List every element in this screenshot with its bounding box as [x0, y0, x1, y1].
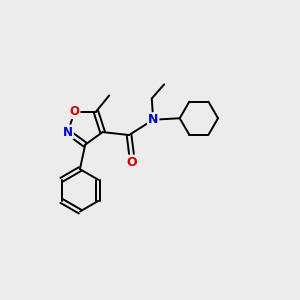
Text: O: O [127, 156, 137, 169]
Text: N: N [63, 126, 73, 139]
Text: O: O [70, 105, 80, 118]
Text: N: N [148, 113, 158, 126]
